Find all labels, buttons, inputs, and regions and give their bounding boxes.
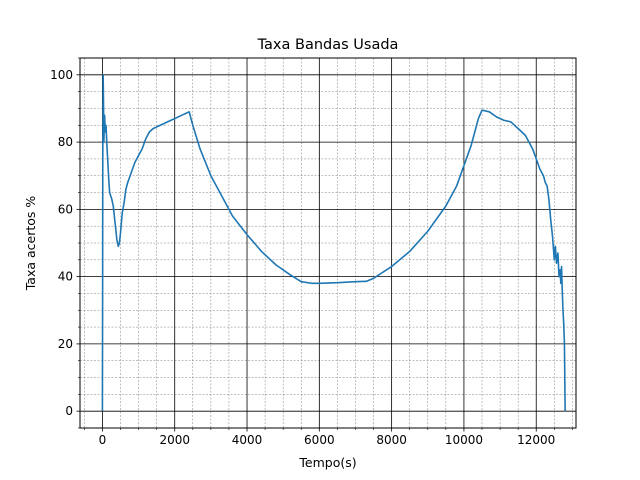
x-axis-ticks: 0 2000 4000 6000 8000 10000 12000	[84, 428, 573, 447]
y-tick-label: 80	[58, 135, 73, 149]
x-tick-label: 6000	[304, 433, 335, 447]
y-tick-label: 0	[65, 404, 73, 418]
x-tick-label: 8000	[376, 433, 407, 447]
chart-title: Taxa Bandas Usada	[257, 37, 399, 53]
y-tick-label: 60	[58, 202, 73, 216]
y-tick-label: 40	[58, 270, 73, 284]
x-tick-label: 4000	[232, 433, 263, 447]
x-axis-label: Tempo(s)	[298, 455, 356, 470]
x-tick-label: 12000	[517, 433, 555, 447]
y-axis-label: Taxa acertos %	[23, 196, 38, 292]
x-tick-label: 10000	[445, 433, 483, 447]
series-layer	[101, 74, 566, 412]
y-tick-label: 100	[50, 68, 73, 82]
y-tick-label: 20	[58, 337, 73, 351]
x-tick-label: 0	[99, 433, 107, 447]
y-axis-ticks: 0 20 40 60 80 100	[50, 57, 80, 429]
x-tick-label: 2000	[159, 433, 190, 447]
series-line	[101, 74, 566, 412]
